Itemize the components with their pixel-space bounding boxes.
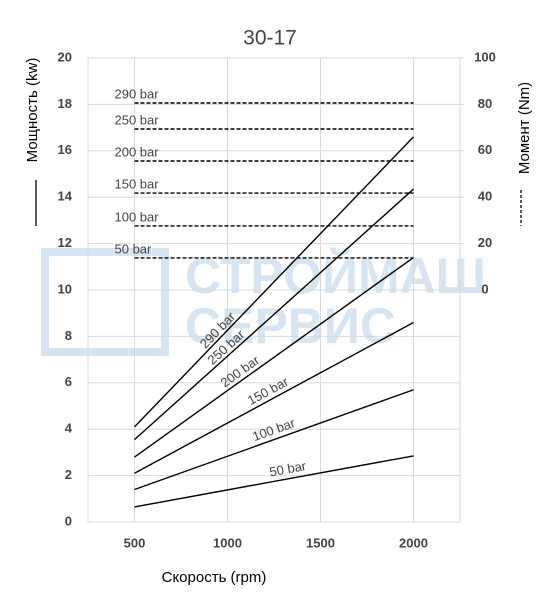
y-tick-label: 16 xyxy=(58,142,72,157)
y-tick-label: 18 xyxy=(58,96,72,111)
y-tick-label: 20 xyxy=(58,49,72,64)
y-tick-label: 12 xyxy=(58,235,72,250)
y-axis-label: Мощность (kw) xyxy=(24,58,41,163)
line-label: 50 bar xyxy=(268,458,308,480)
y2-tick-label: 100 xyxy=(474,49,496,64)
y2-tick-label: 80 xyxy=(478,96,492,111)
y-tick-label: 2 xyxy=(65,467,72,482)
power-line xyxy=(133,136,415,428)
power-line xyxy=(134,188,414,441)
line-label: 150 bar xyxy=(115,176,160,191)
x-tick-label: 1000 xyxy=(213,535,242,550)
x-tick-label: 2000 xyxy=(399,535,428,550)
line-label: 290 bar xyxy=(115,86,160,101)
power-line xyxy=(134,256,414,458)
x-tick-label: 1500 xyxy=(306,535,335,550)
line-label: 150 bar xyxy=(245,374,292,408)
y-tick-label: 8 xyxy=(65,328,72,343)
y-tick-label: 0 xyxy=(65,513,72,528)
y-tick-label: 14 xyxy=(58,189,73,204)
power-line xyxy=(134,389,414,491)
y2-tick-label: 40 xyxy=(478,189,492,204)
y-tick-label: 6 xyxy=(65,374,72,389)
line-label: 50 bar xyxy=(115,241,153,256)
y-tick-label: 4 xyxy=(65,421,73,436)
x-tick-label: 500 xyxy=(124,535,146,550)
chart-title: 30-17 xyxy=(243,27,297,50)
watermark-text: СТРОЙМАШ xyxy=(185,247,486,304)
y2-axis-label: Момент (Nm) xyxy=(516,82,533,174)
line-label: 100 bar xyxy=(115,209,160,224)
line-label: 250 bar xyxy=(115,112,160,127)
x-axis-label: Скорость (rpm) xyxy=(162,569,267,586)
watermark: СТРОЙМАШ СЕРВИС xyxy=(41,247,486,356)
y2-tick-label: 0 xyxy=(481,281,488,296)
watermark-logo xyxy=(41,248,169,356)
power-line xyxy=(134,455,414,508)
y-tick-label: 10 xyxy=(58,281,72,296)
y2-tick-label: 20 xyxy=(478,235,492,250)
line-label: 200 bar xyxy=(115,144,160,159)
power-line xyxy=(134,321,414,474)
y2-tick-label: 60 xyxy=(478,142,492,157)
